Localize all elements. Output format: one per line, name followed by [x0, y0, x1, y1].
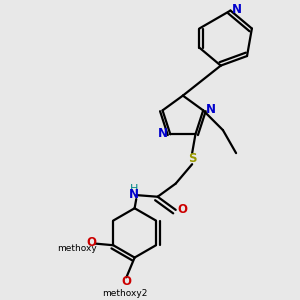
Text: N: N [129, 188, 139, 201]
Text: N: N [232, 3, 242, 16]
Text: S: S [188, 152, 197, 165]
Text: O: O [177, 203, 187, 216]
Text: O: O [86, 236, 96, 249]
Text: methoxy2: methoxy2 [102, 289, 147, 298]
Text: methoxy: methoxy [57, 244, 97, 253]
Text: N: N [206, 103, 215, 116]
Text: H: H [129, 184, 138, 194]
Text: N: N [158, 127, 168, 140]
Text: O: O [122, 275, 131, 288]
